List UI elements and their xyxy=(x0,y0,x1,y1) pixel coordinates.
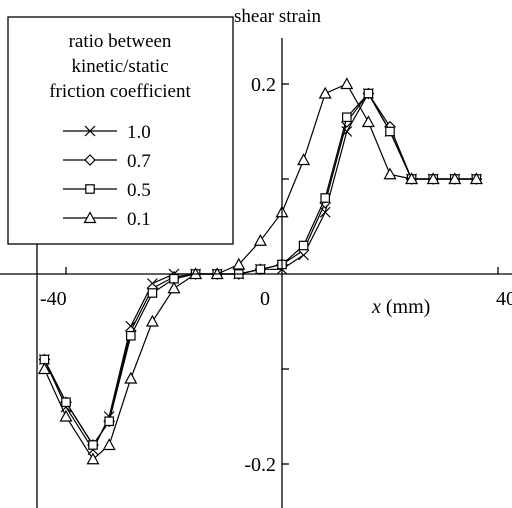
legend-label: 0.1 xyxy=(127,209,151,230)
y-axis-label: shear strain xyxy=(234,6,322,27)
legend-marker xyxy=(85,184,95,194)
data-point xyxy=(361,115,375,128)
data-point xyxy=(61,397,71,408)
data-point xyxy=(232,257,246,270)
legend-marker xyxy=(84,154,96,166)
x-tick-label: 0 xyxy=(260,288,270,310)
legend-label: 1.0 xyxy=(127,122,151,143)
legend-label: 0.7 xyxy=(127,151,151,172)
data-point xyxy=(340,77,354,90)
data-point xyxy=(124,371,138,384)
data-point xyxy=(253,234,267,246)
legend-box xyxy=(7,16,234,245)
data-point xyxy=(104,416,114,427)
data-point xyxy=(342,112,352,123)
legend-title-line: friction coefficient xyxy=(49,81,191,102)
legend-title-line: ratio between xyxy=(69,31,172,52)
legend-label: 0.5 xyxy=(127,180,151,201)
data-point xyxy=(469,172,483,185)
data-point xyxy=(319,206,331,218)
x-axis-label: x (mm) xyxy=(371,296,430,318)
legend: ratio between kinetic/static friction coef… xyxy=(7,16,234,245)
data-point xyxy=(125,330,136,341)
data-point xyxy=(297,153,311,166)
x-axis-unit: (mm) xyxy=(381,296,430,318)
data-point xyxy=(385,126,395,137)
data-point xyxy=(167,281,181,294)
data-point xyxy=(363,88,374,99)
data-point xyxy=(405,172,419,185)
x-tick-label: -40 xyxy=(40,288,67,310)
y-tick-label: 0.2 xyxy=(251,74,276,96)
data-point xyxy=(320,193,330,203)
data-point xyxy=(255,264,266,275)
y-tick-label: -0.2 xyxy=(244,454,276,476)
data-point xyxy=(86,452,100,465)
data-point xyxy=(426,172,440,185)
legend-title-line: kinetic/static xyxy=(71,56,168,77)
data-point xyxy=(102,438,116,451)
x-axis-variable: x xyxy=(371,296,381,318)
data-point xyxy=(318,86,332,99)
data-point xyxy=(37,362,51,375)
data-point xyxy=(448,172,462,185)
legend-marker xyxy=(83,211,97,224)
data-point xyxy=(145,314,159,327)
x-tick-label: 40 xyxy=(496,288,512,310)
data-point xyxy=(383,167,397,180)
legend-marker xyxy=(84,125,96,137)
data-point xyxy=(59,409,73,422)
series-0-1 xyxy=(37,77,483,465)
data-point xyxy=(147,288,158,298)
data-point xyxy=(298,240,309,251)
data-point xyxy=(88,440,98,450)
